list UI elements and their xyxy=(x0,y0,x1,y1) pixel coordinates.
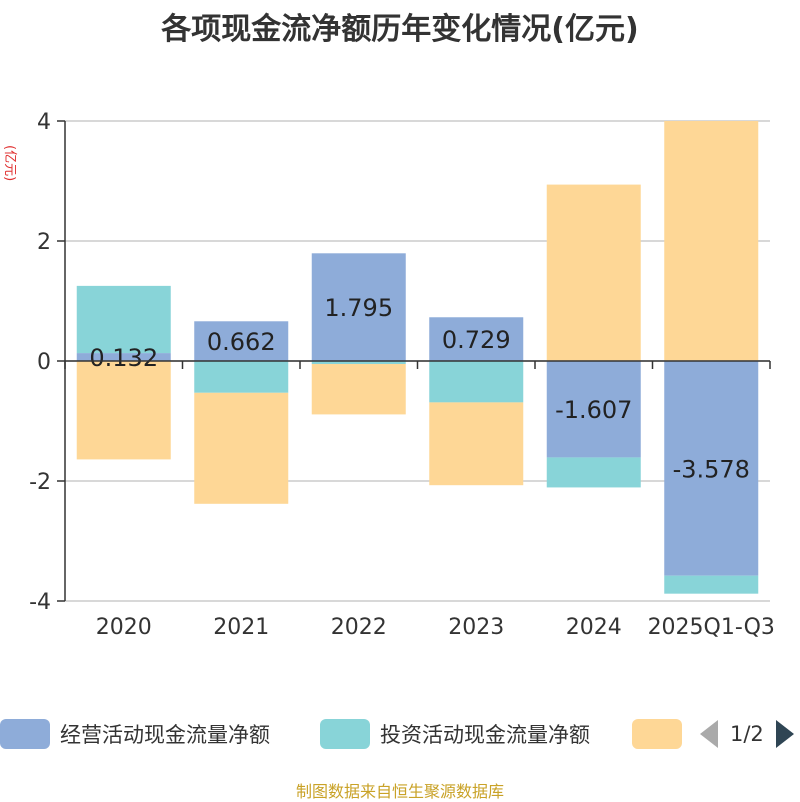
data-label: -3.578 xyxy=(673,455,750,483)
data-labels: 0.132 0.662 1.795 0.729 -1.607 -3.578 xyxy=(89,294,750,483)
legend-pager: 1/2 xyxy=(700,716,794,752)
bar-segment-1[interactable] xyxy=(546,457,641,488)
chart-title: 各项现金流净额历年变化情况(亿元) xyxy=(161,12,639,47)
y-tick-label: -4 xyxy=(29,590,51,615)
legend-label-operating: 经营活动现金流量净额 xyxy=(60,723,270,747)
bar-segment-2[interactable] xyxy=(429,402,524,486)
x-tick-label: 2022 xyxy=(331,615,387,640)
legend-swatch-investing xyxy=(320,719,370,749)
bar-segment-2[interactable] xyxy=(664,121,759,361)
y-tick-label: 0 xyxy=(37,350,51,375)
bar-segment-0[interactable] xyxy=(311,253,406,361)
bar-segment-1[interactable] xyxy=(429,361,524,403)
bar-segment-2[interactable] xyxy=(546,184,641,361)
data-label: 0.132 xyxy=(89,344,158,372)
y-tick-label: -2 xyxy=(29,470,51,495)
y-axis-unit-label: (亿元) xyxy=(2,145,17,181)
data-label: -1.607 xyxy=(555,396,632,424)
x-tick-label: 2023 xyxy=(448,615,504,640)
legend-swatch-financing xyxy=(632,719,682,749)
bar-segment-2[interactable] xyxy=(194,392,289,504)
legend-item-financing[interactable] xyxy=(632,716,692,752)
data-label: 0.729 xyxy=(442,326,511,354)
bar-segment-2[interactable] xyxy=(311,364,406,415)
data-label: 0.662 xyxy=(207,328,276,356)
legend-label-investing: 投资活动现金流量净额 xyxy=(380,723,590,747)
bar-segment-1[interactable] xyxy=(76,285,171,354)
bar-segment-1[interactable] xyxy=(664,575,759,594)
bar-segment-1[interactable] xyxy=(194,361,289,393)
legend-swatch-operating xyxy=(0,719,50,749)
y-tick-label: 4 xyxy=(37,110,51,135)
bar-segment-0[interactable] xyxy=(664,361,759,576)
bar-segment-0[interactable] xyxy=(76,353,171,361)
bar-segment-0[interactable] xyxy=(429,317,524,361)
axes: 4 2 0 -2 -4 2020 2021 2022 2023 2024 2025Q1-Q3 xyxy=(29,110,775,640)
data-label: 1.795 xyxy=(324,294,393,322)
x-tick-label: 2025Q1-Q3 xyxy=(648,615,775,640)
legend: 经营活动现金流量净额 投资活动现金流量净额 1/2 xyxy=(0,716,800,752)
y-tick-label: 2 xyxy=(37,230,51,255)
pager-text: 1/2 xyxy=(730,722,764,746)
bars xyxy=(76,121,759,594)
x-tick-label: 2021 xyxy=(213,615,269,640)
bar-segment-1[interactable] xyxy=(311,361,406,364)
x-tick-label: 2024 xyxy=(566,615,622,640)
pager-prev-icon[interactable] xyxy=(700,720,718,748)
stacked-bar-chart: 0.132 0.662 1.795 0.729 -1.607 -3.578 4 2 0 -2 -4… xyxy=(2,110,775,640)
legend-item-operating[interactable]: 经营活动现金流量净额 xyxy=(0,716,270,752)
x-tick-label: 2020 xyxy=(96,615,152,640)
bar-segment-2[interactable] xyxy=(76,361,171,460)
bar-segment-0[interactable] xyxy=(194,321,289,361)
source-note: 制图数据来自恒生聚源数据库 xyxy=(295,782,504,801)
pager-next-icon[interactable] xyxy=(775,720,794,748)
legend-item-investing[interactable]: 投资活动现金流量净额 xyxy=(320,716,590,752)
bar-segment-0[interactable] xyxy=(546,361,641,458)
